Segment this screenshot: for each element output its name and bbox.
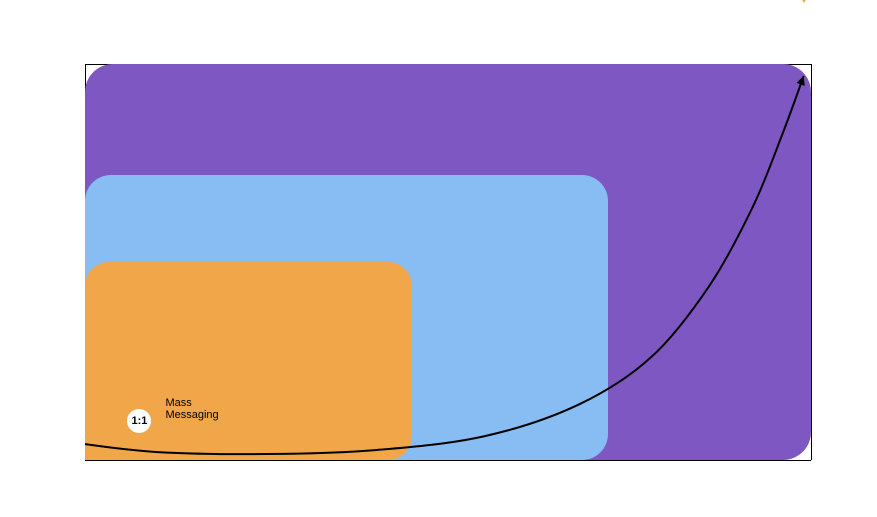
pin-start: 1:1MassMessaging [121, 403, 157, 446]
pin-pointer-icon [133, 436, 145, 446]
pin-end: 1:1 [784, 0, 824, 3]
pin-side-text: MassMessaging [165, 397, 218, 421]
plot-area: 1:1MassMessaging1:1 [85, 64, 811, 460]
pin-pointer-icon [798, 0, 810, 3]
grid-line-vertical [811, 64, 812, 460]
chart-root: 1:1MassMessaging1:1 [0, 0, 877, 517]
grid-line-horizontal [85, 460, 811, 461]
pin-marker-icon: 1:1 [121, 403, 157, 439]
pin-label: 1:1 [131, 415, 147, 427]
